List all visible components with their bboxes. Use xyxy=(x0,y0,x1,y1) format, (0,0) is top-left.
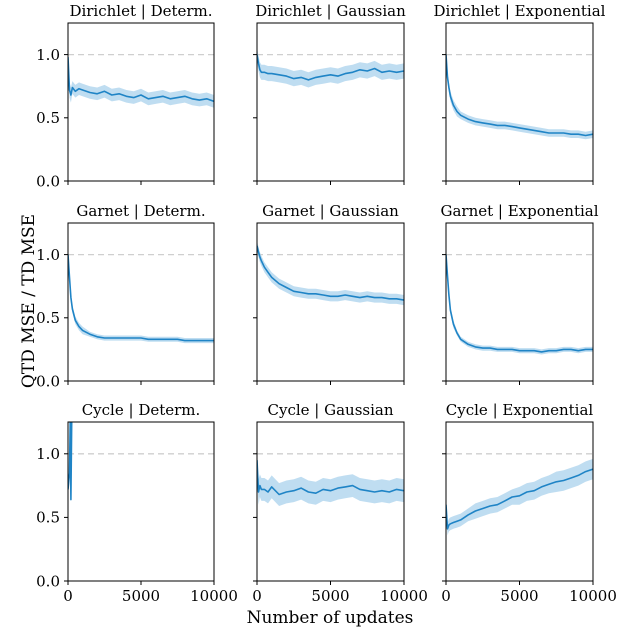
panel: 0.0 0.5 1.0 Dirichlet | Determ. xyxy=(36,2,215,190)
panel: 0 5000 10000 Cycle | Gaussian xyxy=(252,401,428,605)
axes-frame xyxy=(67,421,215,582)
axes-frame xyxy=(445,222,594,382)
panel-title: Cycle | Gaussian xyxy=(268,401,394,419)
y-tick-label: 0.5 xyxy=(36,109,60,127)
series-line xyxy=(257,460,404,496)
x-tick-label: 0 xyxy=(252,587,262,605)
panel-title: Dirichlet | Exponential xyxy=(434,2,606,20)
panel-title: Dirichlet | Gaussian xyxy=(255,2,406,20)
confidence-band xyxy=(446,49,593,140)
confidence-band xyxy=(446,458,593,536)
x-tick-label: 5000 xyxy=(500,587,538,605)
panel: Dirichlet | Exponential xyxy=(434,2,606,185)
x-axis-label: Number of updates xyxy=(247,608,414,628)
series-line xyxy=(446,54,593,137)
panel-title: Dirichlet | Determ. xyxy=(69,2,212,20)
panel-grid: 0.0 0.5 1.0 Dirichlet | Determ. Dirichlet | … xyxy=(36,2,617,605)
y-tick-label: 0.5 xyxy=(36,309,60,327)
series-line xyxy=(68,254,214,342)
confidence-band xyxy=(68,49,214,108)
y-tick-label: 0.5 xyxy=(36,509,60,527)
panel: 0.0 0.5 1.0 0 5000 10000 Cycle | Determ. xyxy=(36,401,238,605)
y-tick-label: 1.0 xyxy=(36,246,60,264)
x-tick-label: 0 xyxy=(441,587,451,605)
confidence-band xyxy=(68,249,214,344)
series-line xyxy=(68,422,73,501)
panel: Dirichlet | Gaussian xyxy=(253,2,406,185)
panel: Garnet | Exponential xyxy=(440,202,599,385)
axes-frame xyxy=(445,22,594,182)
x-tick-label: 10000 xyxy=(190,587,238,605)
confidence-band xyxy=(446,249,593,355)
x-tick-label: 5000 xyxy=(311,587,349,605)
panel-title: Garnet | Exponential xyxy=(440,202,598,220)
panel: 0 5000 10000 Cycle | Exponential xyxy=(441,401,617,605)
x-tick-label: 0 xyxy=(63,587,73,605)
series-line xyxy=(257,245,404,301)
panel-title: Cycle | Exponential xyxy=(446,401,594,419)
series-line xyxy=(257,54,404,81)
axes-frame xyxy=(67,222,215,382)
y-tick-label: 1.0 xyxy=(36,46,60,64)
series-line xyxy=(446,254,593,353)
confidence-band xyxy=(257,240,404,306)
axes-frame xyxy=(256,22,405,182)
y-axis-label: QTD MSE / TD MSE xyxy=(19,214,39,388)
panel: Garnet | Gaussian xyxy=(253,202,405,385)
x-tick-label: 5000 xyxy=(122,587,160,605)
y-tick-label: 1.0 xyxy=(36,445,60,463)
series-line xyxy=(68,57,214,103)
panel: 0.0 0.5 1.0 Garnet | Determ. xyxy=(36,202,215,390)
x-tick-label: 10000 xyxy=(380,587,428,605)
panel-title: Cycle | Determ. xyxy=(82,401,201,419)
confidence-band xyxy=(257,47,404,88)
x-tick-label: 10000 xyxy=(569,587,617,605)
series-line xyxy=(446,468,593,530)
panel-title: Garnet | Determ. xyxy=(76,202,205,220)
y-tick-label: 0.0 xyxy=(36,372,60,390)
y-tick-label: 0.0 xyxy=(36,172,60,190)
confidence-band xyxy=(257,447,404,506)
panel-title: Garnet | Gaussian xyxy=(262,202,399,220)
y-tick-label: 0.0 xyxy=(36,572,60,590)
